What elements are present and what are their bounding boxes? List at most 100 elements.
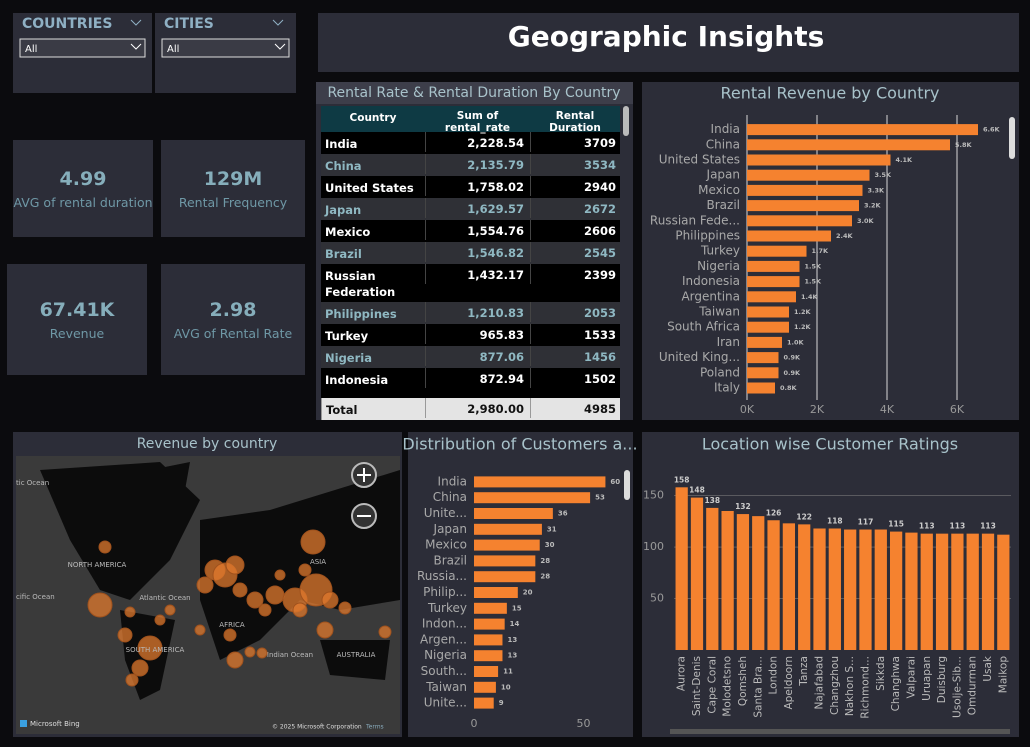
- x-tick-label: 0: [471, 717, 478, 730]
- map-bubble: [223, 628, 237, 642]
- bar: [747, 291, 796, 303]
- table-cell: 1,758.02: [425, 176, 530, 196]
- table-row: Philippines 1,210.83 2053: [321, 302, 620, 324]
- slicer-dropdown[interactable]: [161, 38, 290, 58]
- table-body: India 2,228.54 3709 China 2,135.79 3534 United…: [321, 132, 620, 398]
- data-label: 11: [503, 668, 513, 676]
- chevron: [130, 19, 142, 26]
- bar: [474, 523, 542, 535]
- table-cell: 1,210.83: [425, 302, 530, 322]
- bar: [474, 539, 540, 551]
- chevron: [272, 19, 284, 26]
- map-label: tic Ocean: [16, 479, 49, 487]
- map-bubble: [244, 646, 256, 658]
- bar: [844, 529, 857, 650]
- scrollbar[interactable]: [624, 470, 630, 500]
- total-cell: 2,980.00: [425, 398, 530, 418]
- y-tick-label: Japan: [706, 168, 740, 182]
- table-total: Total 2,980.00 4985: [321, 398, 620, 420]
- y-tick-label: 150: [643, 489, 664, 502]
- kpi-value: 67.41K: [40, 299, 116, 321]
- data-label: 1.7K: [812, 247, 830, 255]
- data-label: 113: [919, 522, 935, 531]
- table-cell: 3534: [530, 154, 620, 174]
- data-label: 30: [545, 541, 555, 549]
- map-terms[interactable]: Terms: [365, 724, 384, 731]
- bar: [474, 681, 496, 693]
- bar: [905, 532, 918, 650]
- table-cell: Brazil: [325, 247, 362, 261]
- land: [40, 462, 400, 700]
- y-tick-label: Philip...: [423, 585, 467, 599]
- y-tick-label: China: [433, 490, 467, 504]
- data-label: 15: [512, 604, 522, 612]
- table-cell: 3709: [530, 132, 620, 152]
- bar: [747, 382, 775, 394]
- bar: [721, 510, 734, 650]
- map-bubble: [298, 563, 312, 577]
- bar: [747, 260, 800, 272]
- x-tick-label: 2K: [810, 403, 825, 416]
- kpi-card: [13, 140, 153, 237]
- bar: [747, 154, 891, 166]
- slicer-value: All: [167, 44, 179, 55]
- y-tick-label: Nigeria: [424, 648, 467, 662]
- scrollbar[interactable]: [623, 106, 629, 136]
- bar: [690, 497, 704, 650]
- table-cell: United States: [325, 181, 414, 195]
- table-row: Japan 1,629.57 2672: [321, 198, 620, 220]
- table-cell: 1,546.82: [425, 242, 530, 262]
- scrollbar[interactable]: [1009, 117, 1015, 159]
- x-tick-label: 50: [577, 717, 591, 730]
- data-label: 113: [980, 522, 996, 531]
- map-bubble: [258, 603, 272, 617]
- data-label: 31: [547, 525, 557, 533]
- bar: [474, 618, 505, 630]
- data-label: 14: [510, 620, 520, 628]
- table-row: United States 1,758.02 2940: [321, 176, 620, 198]
- kpi-card: [7, 264, 147, 375]
- y-tick-label: Unite...: [424, 506, 467, 520]
- y-tick-label: India: [438, 474, 467, 488]
- chevron: [274, 43, 286, 50]
- map-label: cific Ocean: [16, 593, 55, 601]
- y-tick-label: United States: [659, 153, 740, 167]
- data-label: 6.6K: [983, 126, 1001, 134]
- x-tick-label: Usak: [982, 655, 994, 682]
- map-bubble: [124, 606, 136, 618]
- chevron: [130, 43, 142, 50]
- table-cell: Indonesia: [325, 373, 389, 387]
- y-tick-label: Nigeria: [697, 259, 740, 273]
- slicer-dropdown[interactable]: [19, 38, 146, 58]
- data-label: 53: [595, 494, 605, 502]
- x-tick-label: Sikkda: [875, 656, 887, 691]
- y-tick-label: Brazil: [434, 553, 468, 567]
- x-tick-label: Aurora: [676, 656, 688, 691]
- data-label: 3.0K: [857, 217, 875, 225]
- map-bubble: [292, 602, 308, 618]
- data-label: 138: [704, 496, 720, 505]
- data-label: 3.5K: [875, 171, 893, 179]
- bar: [828, 528, 841, 650]
- table-row: China 2,135.79 3534: [321, 154, 620, 176]
- table-cell: 2940: [530, 176, 620, 196]
- y-tick-label: Mexico: [698, 183, 740, 197]
- table-cell: 2053: [530, 302, 620, 322]
- kpi-value: 2.98: [210, 299, 257, 321]
- table-cell: 1,629.57: [425, 198, 530, 218]
- map-attribution: Microsoft Bing: [30, 720, 80, 728]
- page-title: Geographic Insights: [508, 20, 825, 53]
- map-bubble: [232, 582, 248, 598]
- x-tick-label: Richmond...: [859, 656, 871, 719]
- map-bubble: [321, 591, 339, 609]
- map-copyright: © 2025 Microsoft Corporation: [272, 724, 362, 731]
- scrollbar[interactable]: [670, 729, 1010, 734]
- bar: [747, 200, 859, 212]
- table-cell: 965.83: [425, 324, 530, 344]
- x-tick-label: Omdurman: [967, 656, 979, 715]
- table-cell: Turkey: [325, 329, 369, 343]
- data-label: 1.5K: [805, 278, 823, 286]
- bar: [675, 487, 688, 650]
- y-tick-label: Russia...: [417, 569, 467, 583]
